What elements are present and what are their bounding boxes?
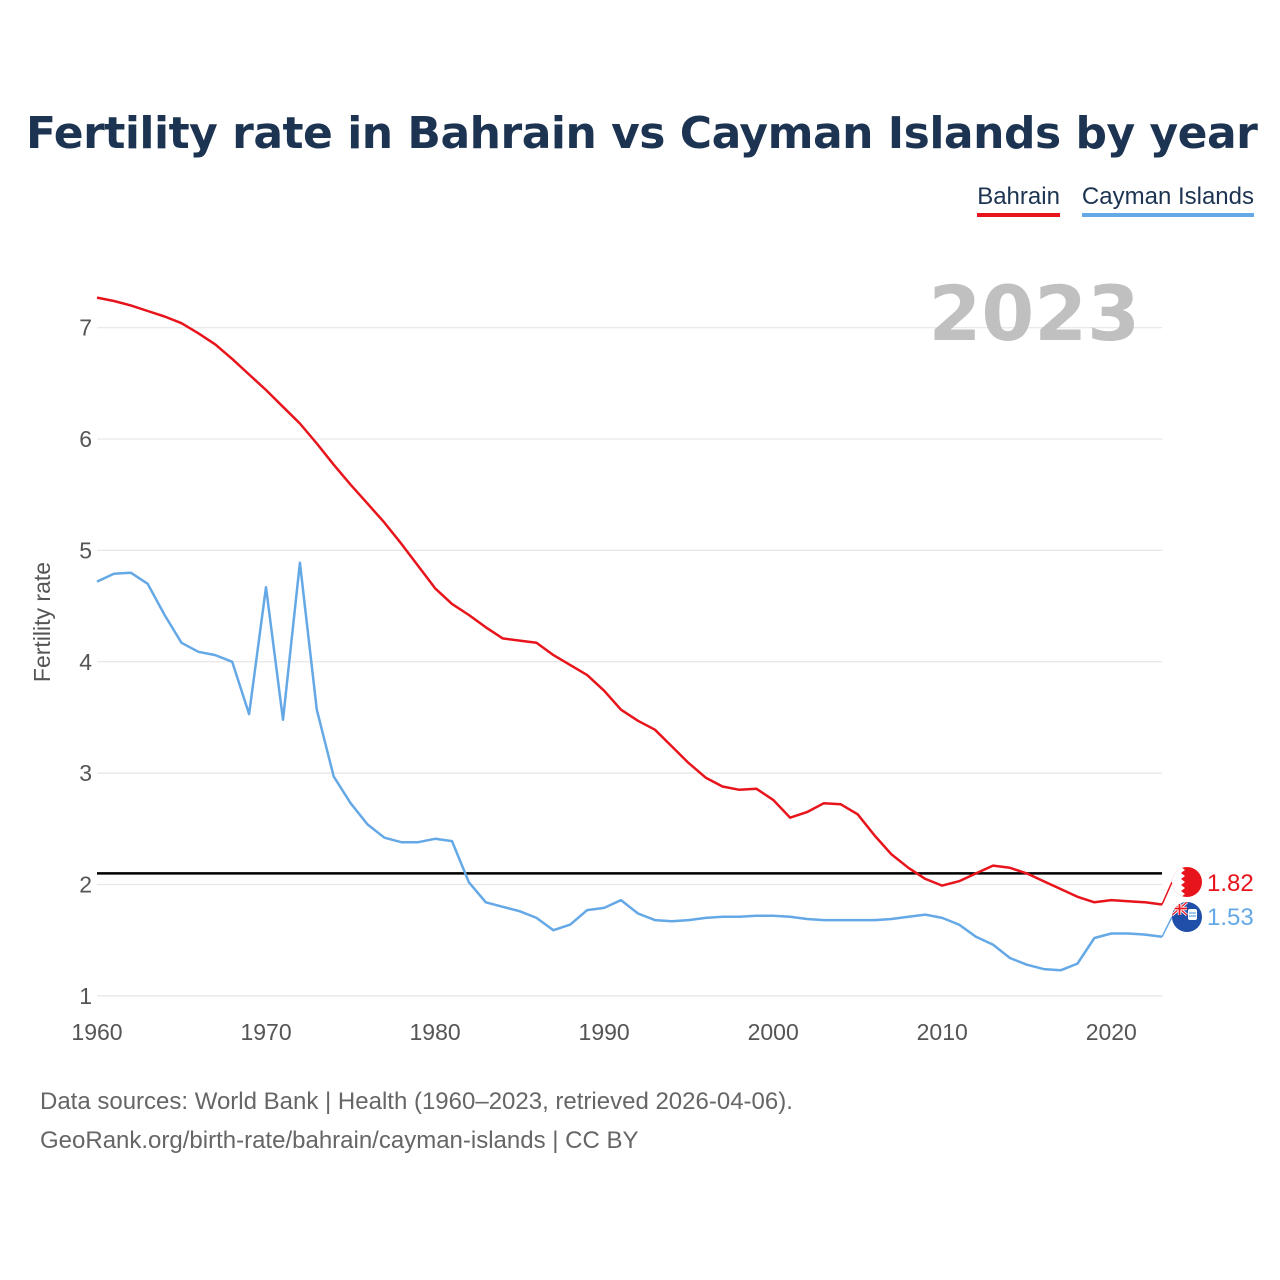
y-tick-label: 7 [79,315,92,341]
series-line-bahrain[interactable] [96,296,1163,906]
series-layer [96,296,1173,972]
y-tick-label: 4 [79,649,92,675]
x-tick-label: 1960 [71,1019,122,1045]
x-axis-ticks: 1960 1970 1980 1990 2000 2010 2020 [71,1019,1136,1045]
series-line-cayman-islands[interactable] [96,561,1163,972]
line-chart: 2023 1 2 3 4 5 6 7 1960 1970 1980 1990 2000 2010 202… [29,269,1254,1045]
legend-item-cayman-islands[interactable]: Cayman Islands [1081,183,1254,217]
legend-item-bahrain[interactable]: Bahrain [977,183,1060,217]
x-tick-label: 2000 [748,1019,799,1045]
end-markers [1172,867,1202,932]
flag-cayman-islands-icon [1172,902,1202,932]
footer-source: Data sources: World Bank | Health (1960–… [40,1088,793,1115]
y-tick-label: 6 [79,426,92,452]
x-tick-label: 1980 [410,1019,461,1045]
year-label: 2023 [928,269,1140,358]
flag-bahrain-icon [1172,867,1202,897]
y-tick-label: 1 [79,983,92,1009]
chart-title: Fertility rate in Bahrain vs Cayman Isla… [26,108,1258,159]
y-axis-label: Fertility rate [29,562,55,682]
y-tick-label: 5 [79,537,92,563]
x-tick-label: 1990 [579,1019,630,1045]
end-label-cayman-islands: 1.53 [1207,904,1254,931]
y-tick-label: 2 [79,872,92,898]
x-tick-label: 1970 [240,1019,291,1045]
footer-credit[interactable]: GeoRank.org/birth-rate/bahrain/cayman-is… [40,1127,639,1154]
end-connector [1161,881,1173,905]
end-label-bahrain: 1.82 [1207,870,1254,897]
y-axis-ticks: 1 2 3 4 5 6 7 [79,315,92,1009]
legend: Bahrain Cayman Islands [977,183,1254,217]
end-connector [1161,916,1173,938]
x-tick-label: 2010 [917,1019,968,1045]
x-tick-label: 2020 [1086,1019,1137,1045]
y-tick-label: 3 [79,760,92,786]
